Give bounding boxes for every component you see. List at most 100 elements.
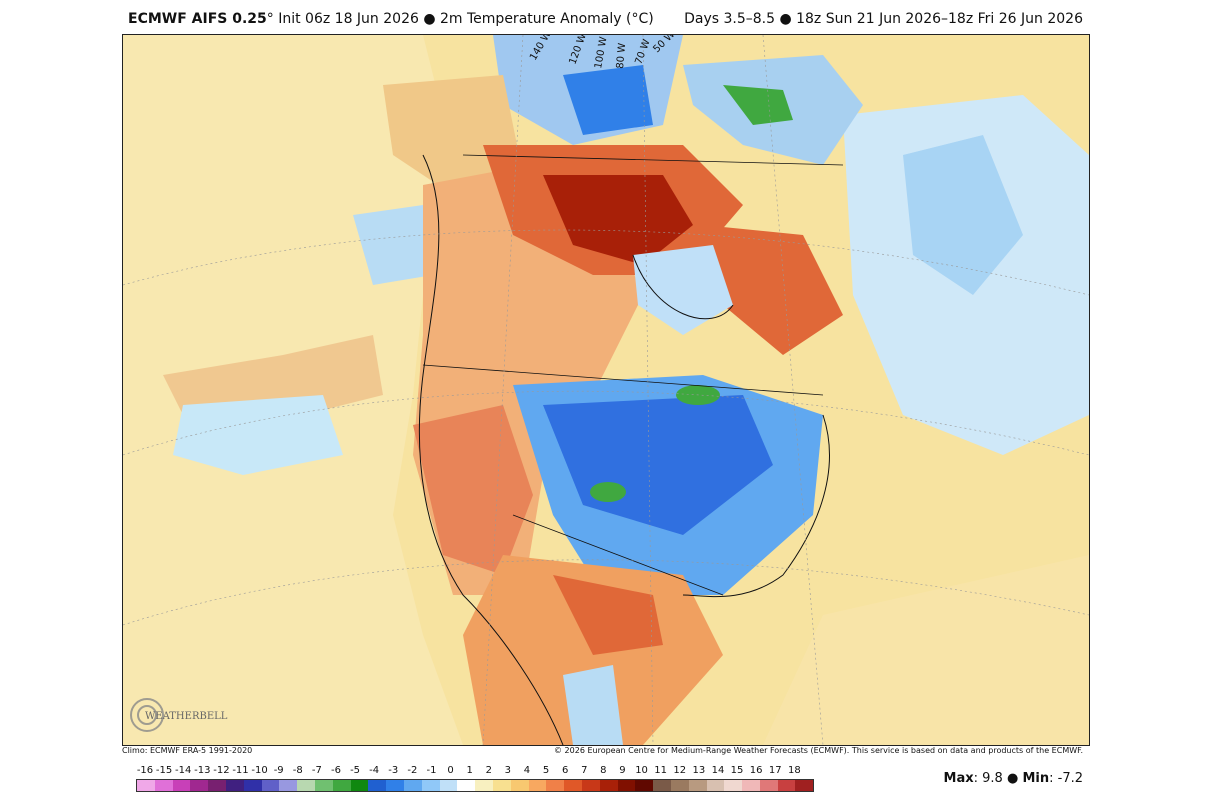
alaska xyxy=(383,75,523,195)
west-coast-hot xyxy=(413,405,533,575)
colorbar-tick-label: -7 xyxy=(311,765,322,776)
valid-range: Days 3.5–8.5 ● 18z Sun 21 Jun 2026–18z F… xyxy=(684,11,1083,27)
colorbar-swatch xyxy=(759,780,778,791)
colorbar-tick-label: -10 xyxy=(251,765,268,776)
max-label: Max xyxy=(943,771,974,786)
colorbar-swatch xyxy=(724,780,743,791)
colorbar-tick-label: -5 xyxy=(350,765,361,776)
colorbar-swatch xyxy=(528,780,547,791)
colorbar-swatch xyxy=(635,780,654,791)
colorbar-tick-label: 4 xyxy=(523,765,531,776)
colorbar-swatch xyxy=(742,780,760,791)
max-min-readout: Max: 9.8 ● Min: -7.2 xyxy=(943,771,1083,786)
hudson-bay-cool xyxy=(633,245,733,335)
colorbar-tick-label: 12 xyxy=(673,765,687,776)
colorbar-swatch xyxy=(386,780,404,791)
colorbar-swatch xyxy=(795,780,814,791)
colorbar-swatch xyxy=(261,780,280,791)
colorbar-tick-label: 18 xyxy=(787,765,801,776)
colorbar-tick-label: -2 xyxy=(407,765,418,776)
us-mexico-border xyxy=(512,514,724,596)
separator-dot: ● xyxy=(1006,771,1019,786)
colorbar-swatch xyxy=(154,780,173,791)
colorbar-tick-label: 2 xyxy=(485,765,492,776)
colorbar-tick-label: -1 xyxy=(426,765,437,776)
pacific-cool-patch xyxy=(173,395,343,475)
west-coastline xyxy=(418,154,564,745)
colorbar-swatch xyxy=(314,780,333,791)
colorbar-swatch xyxy=(225,780,244,791)
pacific-warm-band xyxy=(163,335,383,415)
init-time: Init 06z 18 Jun 2026 xyxy=(278,11,419,27)
colorbar-swatch xyxy=(457,780,476,791)
graticule xyxy=(123,35,1089,745)
colorbar-swatch xyxy=(279,780,298,791)
colorbar-tick-label: -15 xyxy=(155,765,173,776)
climo-note: Climo: ECMWF ERA-5 1991-2020 xyxy=(122,746,253,755)
colorbar-swatch xyxy=(546,780,565,791)
mexico-hot xyxy=(553,575,663,655)
colorbar-tick-label: -14 xyxy=(175,765,192,776)
colorbar-swatch xyxy=(137,780,155,791)
colorbar-swatch xyxy=(403,780,422,791)
colorbar xyxy=(136,779,814,792)
field-name: 2m Temperature Anomaly (°C) xyxy=(440,11,654,27)
colorbar-tick-label: 3 xyxy=(504,765,512,776)
colorbar-swatch xyxy=(617,780,636,791)
copyright-note: © 2026 European Centre for Medium-Range … xyxy=(554,746,1083,755)
weatherbell-logo: WEATHERBELL xyxy=(125,692,235,738)
colorbar-swatch xyxy=(297,780,315,791)
colorbar-swatch xyxy=(208,780,226,791)
colorbar-swatch xyxy=(581,780,600,791)
plains-cold-spot xyxy=(590,482,626,502)
colorbar-swatch xyxy=(332,780,351,791)
atlantic-cool-core xyxy=(903,135,1023,295)
colorbar-swatch xyxy=(421,780,440,791)
min-label: Min xyxy=(1022,771,1050,786)
colorbar-tick-label: 13 xyxy=(692,765,706,776)
colorbar-swatch xyxy=(475,780,493,791)
colorbar-swatch xyxy=(243,780,262,791)
colorbar-tick-label: 0 xyxy=(447,765,454,776)
colorbar-tick-label: 10 xyxy=(635,765,648,776)
colorbar-tick-label: -3 xyxy=(388,765,399,776)
colorbar-swatch xyxy=(599,780,618,791)
colorbar-tick-label: -12 xyxy=(213,765,230,776)
colorbar-swatch xyxy=(777,780,796,791)
us-canada-border xyxy=(422,364,824,396)
colorbar-tick-label: 5 xyxy=(542,765,550,776)
arctic-archipelago-core xyxy=(563,65,653,135)
arctic-coastline xyxy=(462,154,844,166)
northern-canada-hot-core xyxy=(543,175,693,265)
caribbean-region xyxy=(763,555,1089,745)
logo-mark: WEATHERBELL xyxy=(130,698,228,732)
min-value: -7.2 xyxy=(1057,771,1083,786)
colorbar-swatch xyxy=(492,780,511,791)
colorbar-tick-label: -16 xyxy=(136,765,154,776)
colorbar-tick-label: 14 xyxy=(711,765,725,776)
quebec-warm xyxy=(703,225,843,355)
logo-text: WEATHERBELL xyxy=(145,711,228,722)
colorbar-tick-label: -9 xyxy=(273,765,284,776)
east-gulf-coastline xyxy=(682,414,830,598)
colorbar-swatch xyxy=(439,780,458,791)
chart-title: ECMWF AIFS 0.25° Init 06z 18 Jun 2026 ● … xyxy=(128,11,654,27)
colorbar-tick-label: -11 xyxy=(232,765,249,776)
colorbar-tick-label: -6 xyxy=(330,765,341,776)
colorbar-swatch xyxy=(653,780,671,791)
colorbar-swatch xyxy=(368,780,387,791)
colorbar-tick-label: 1 xyxy=(466,765,473,776)
colorbar-swatch xyxy=(190,780,209,791)
colorbar-tick-label: 9 xyxy=(619,765,626,776)
degree-mark: ° xyxy=(266,11,274,27)
greenland-green-core xyxy=(723,85,793,125)
colorbar-swatch xyxy=(688,780,707,791)
colorbar-tick-label: 8 xyxy=(600,765,607,776)
colorbar-swatch xyxy=(510,780,529,791)
colorbar-tick-label: -13 xyxy=(194,765,211,776)
colorbar-tick-label: 15 xyxy=(730,765,744,776)
colorbar-tick-label: 7 xyxy=(581,765,588,776)
colorbar-swatch xyxy=(172,780,191,791)
map-canvas: 140 W 120 W 100 W 80 W 70 W 50 W xyxy=(123,35,1089,745)
separator-dot: ● xyxy=(423,11,436,27)
